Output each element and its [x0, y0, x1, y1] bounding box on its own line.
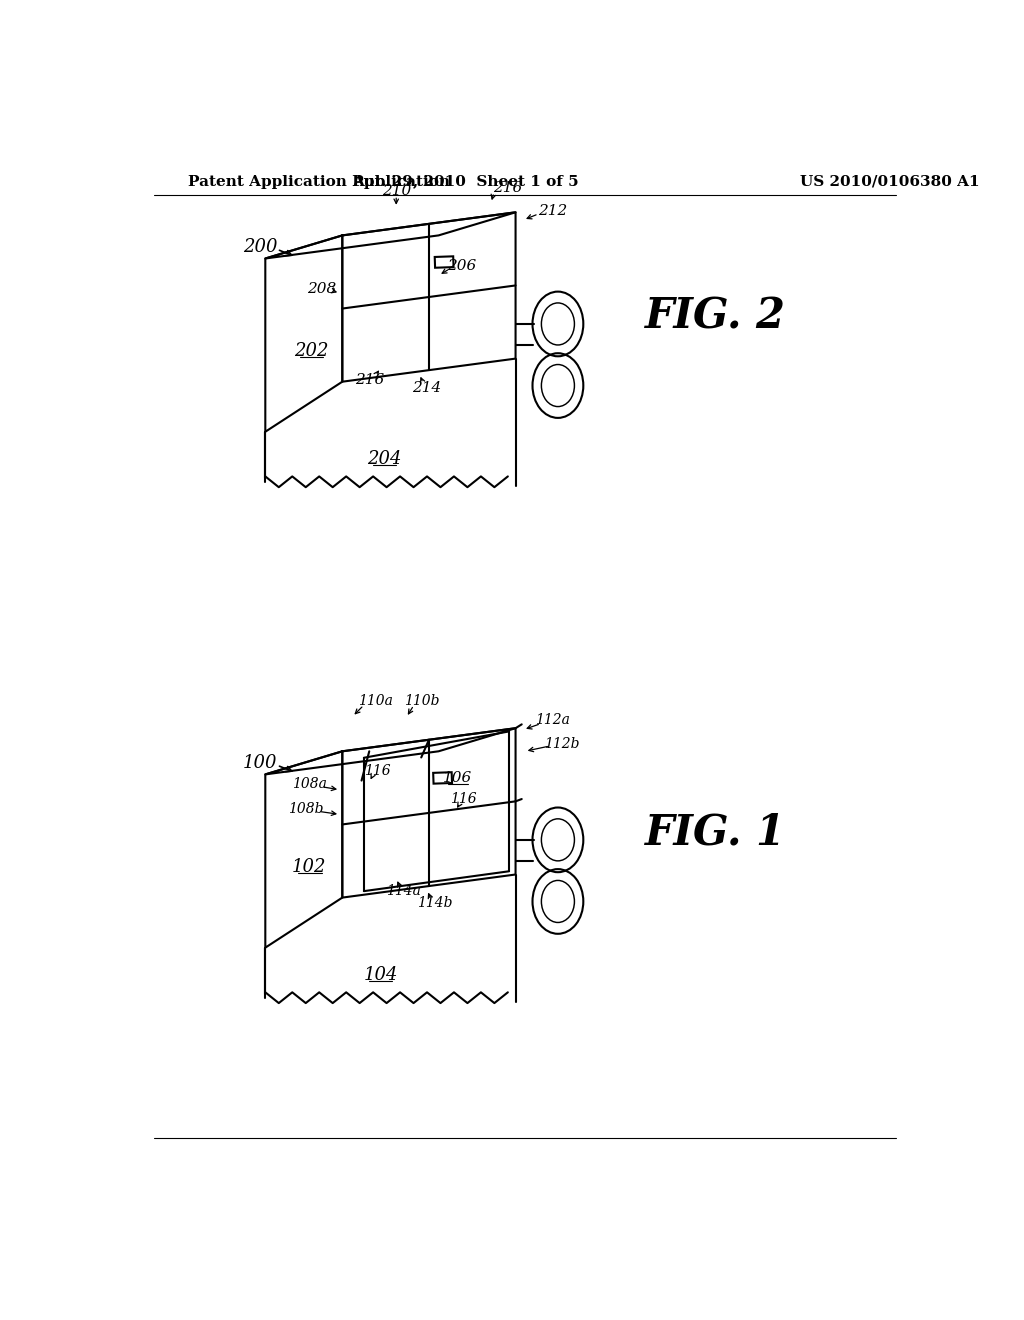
Text: 116: 116 — [364, 763, 390, 777]
Text: FIG. 1: FIG. 1 — [645, 812, 786, 853]
Text: 200: 200 — [243, 238, 278, 256]
Text: 208: 208 — [307, 282, 336, 296]
Text: 102: 102 — [292, 858, 327, 875]
Text: US 2010/0106380 A1: US 2010/0106380 A1 — [801, 174, 980, 189]
Text: FIG. 2: FIG. 2 — [645, 296, 786, 337]
Text: 110a: 110a — [358, 694, 393, 709]
Text: 110b: 110b — [403, 694, 439, 709]
Text: 108a: 108a — [292, 776, 327, 791]
Text: 214: 214 — [413, 381, 441, 395]
Text: 104: 104 — [364, 966, 398, 983]
Text: 116: 116 — [450, 792, 476, 807]
Bar — [433, 772, 452, 784]
Text: 108b: 108b — [289, 803, 324, 816]
Text: 216: 216 — [354, 374, 384, 387]
Text: 210: 210 — [382, 183, 411, 198]
Text: 216: 216 — [494, 181, 522, 194]
Text: 114a: 114a — [386, 884, 421, 899]
Text: 204: 204 — [368, 450, 401, 467]
Text: 112a: 112a — [536, 714, 570, 727]
Text: Apr. 29, 2010  Sheet 1 of 5: Apr. 29, 2010 Sheet 1 of 5 — [352, 174, 579, 189]
Text: 212: 212 — [538, 203, 567, 218]
Text: 100: 100 — [243, 754, 278, 772]
Bar — [435, 256, 454, 268]
Text: 206: 206 — [447, 259, 476, 273]
Text: 112b: 112b — [544, 737, 580, 751]
Text: 114b: 114b — [417, 896, 453, 909]
Text: 106: 106 — [443, 771, 472, 785]
Text: 202: 202 — [294, 342, 329, 360]
Text: Patent Application Publication: Patent Application Publication — [188, 174, 451, 189]
